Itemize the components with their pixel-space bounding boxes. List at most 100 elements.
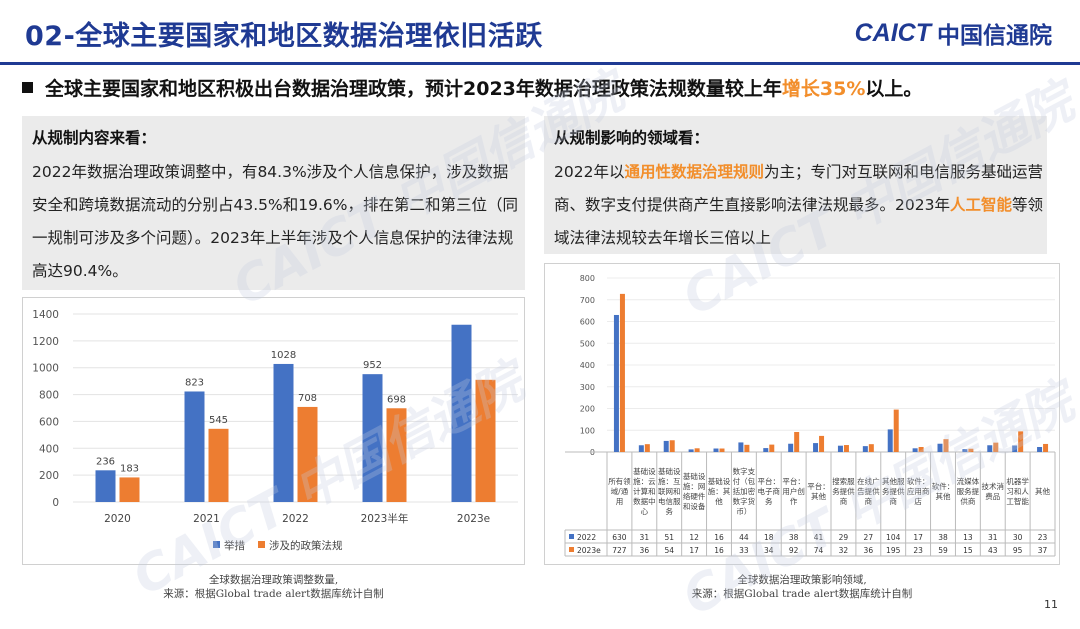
bar-举措: [362, 374, 383, 502]
regulation-content-panel: 从规制内容来看： 2022年数据治理政策调整中，有84.3%涉及个人信息保护，涉…: [22, 116, 525, 290]
category-label: 联网和: [658, 487, 681, 496]
y-tick-label: 1000: [32, 363, 59, 375]
policy-domain-chart-svg: 010020030040050060070080020222023e630727…: [564, 274, 1056, 557]
category-label: 络硬件: [683, 491, 706, 501]
bar-2023e: [719, 448, 725, 452]
category-label: 告提供: [857, 486, 880, 496]
table-value: 41: [814, 533, 824, 542]
category-label: 务提供: [882, 486, 905, 496]
table-value: 54: [664, 546, 674, 555]
table-value: 727: [612, 546, 627, 555]
table-value: 18: [764, 533, 774, 542]
category-label: 其他服: [882, 476, 905, 486]
x-tick-label: 2020: [104, 513, 131, 525]
table-value: 74: [814, 546, 824, 555]
data-label: 823: [185, 377, 204, 388]
y-tick-label: 700: [580, 296, 595, 305]
bar-涉及的政策法规: [208, 428, 229, 502]
category-label: 商: [840, 496, 848, 506]
table-value: 33: [739, 546, 749, 555]
legend-swatch: [569, 534, 574, 539]
category-label: 付（包: [733, 476, 756, 486]
category-label: 电子商: [758, 486, 781, 496]
table-value: 15: [963, 546, 973, 555]
category-label: 用户创: [782, 486, 805, 496]
bar-2023e: [619, 293, 625, 452]
table-value: 27: [864, 533, 874, 542]
bar-举措: [184, 391, 205, 502]
category-label: 用: [616, 497, 624, 506]
logo-cn: 中国信通院: [937, 23, 1052, 49]
table-value: 38: [938, 533, 948, 542]
category-label: 软件：: [907, 476, 930, 486]
table-value: 95: [1013, 546, 1023, 555]
table-value: 29: [839, 533, 849, 542]
data-label: 952: [363, 360, 382, 371]
y-tick-label: 1200: [32, 336, 59, 348]
category-label: 流媒体: [957, 476, 980, 486]
bar-2022: [763, 448, 769, 452]
table-value: 31: [640, 533, 650, 542]
table-value: 104: [886, 533, 901, 542]
category-label: 搜索服: [832, 476, 855, 486]
category-label: 务: [765, 496, 773, 506]
bar-2023e: [893, 409, 899, 452]
y-tick-label: 0: [52, 497, 59, 509]
bar-涉及的政策法规: [297, 406, 318, 502]
panel-body: 2022年以通用性数据治理规则为主；专门对互联网和电信服务基础运营商、数字支付提…: [554, 156, 1044, 255]
bar-2023e: [769, 444, 775, 452]
bar-2022: [887, 429, 893, 452]
category-label: 域/通: [611, 486, 629, 496]
y-tick-label: 200: [39, 470, 59, 482]
category-label: 平台：: [758, 476, 781, 486]
panel-highlight: 人工智能: [949, 196, 1012, 214]
header-divider: [0, 62, 1080, 65]
y-tick-label: 400: [580, 361, 595, 370]
legend-label: 举措: [224, 539, 245, 552]
table-value: 36: [640, 546, 650, 555]
caption-title: 全球数据治理政策影响领域,: [737, 574, 867, 586]
category-label: 应用商: [907, 486, 930, 496]
panel-body: 2022年数据治理政策调整中，有84.3%涉及个人信息保护，涉及数据安全和跨境数…: [32, 163, 518, 280]
category-label: 施：互: [658, 476, 681, 486]
category-label: 基础设: [683, 471, 706, 481]
bar-2023e: [644, 444, 650, 452]
table-value: 59: [938, 546, 948, 555]
square-bullet-icon: [22, 82, 33, 93]
bar-2022: [1037, 446, 1043, 452]
bar-2023e: [1018, 431, 1024, 452]
table-value: 16: [714, 546, 724, 555]
legend-label: 涉及的政策法规: [269, 539, 343, 552]
data-label: 236: [96, 456, 115, 467]
page-number: 11: [1044, 598, 1058, 611]
category-label: 基础设: [708, 476, 731, 486]
category-label: 电信服: [658, 496, 681, 506]
bar-2023e: [694, 448, 700, 452]
table-value: 92: [789, 546, 799, 555]
y-tick-label: 600: [39, 416, 59, 428]
category-label: 习和人: [1006, 487, 1029, 496]
y-tick-label: 100: [580, 426, 595, 435]
policy-count-chart-svg: 0 200 400 600 800 1000 1200 1400 236 183 2020 823 54…: [32, 309, 518, 552]
table-value: 51: [664, 533, 674, 542]
category-label: 其他: [936, 491, 951, 501]
table-value: 44: [739, 533, 749, 542]
caict-logo: CAICT 中国信通院: [855, 16, 1052, 50]
bar-2023e: [918, 446, 924, 452]
y-tick-label: 800: [39, 390, 59, 402]
left-chart-caption: 全球数据治理政策调整数量, 来源：根据Global trade alert数据库…: [22, 573, 525, 601]
table-value: 17: [913, 533, 923, 542]
bar-2022: [688, 449, 694, 452]
bar-2022: [663, 440, 669, 452]
bar-2023e: [794, 431, 800, 452]
category-label: 机器学: [1006, 476, 1029, 486]
table-value: 23: [913, 546, 923, 555]
panel-text: 为主；专门对互联网和电信服务基础运营商、数字支付提供商产生直接影响法律法规最多。…: [554, 163, 1043, 214]
legend-swatch: [569, 547, 574, 552]
bar-2022: [813, 443, 819, 452]
data-label: 698: [387, 394, 406, 405]
category-label: 店: [914, 496, 922, 506]
table-value: 23: [1038, 533, 1048, 542]
legend-swatch: [213, 541, 220, 548]
category-label: 施：其: [708, 486, 731, 496]
